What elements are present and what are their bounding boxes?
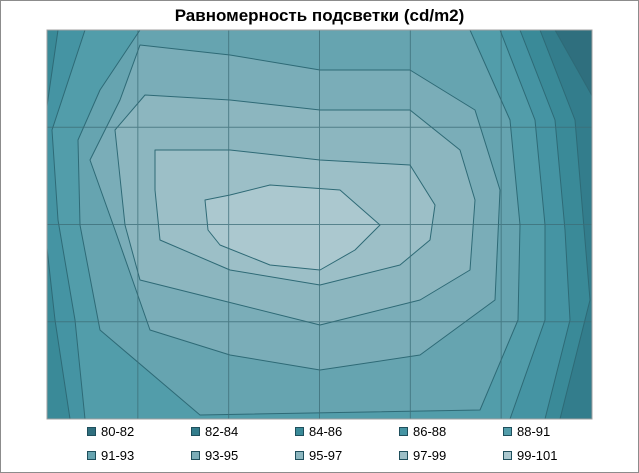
legend-item-84-86: 84-86 bbox=[295, 424, 342, 439]
legend-label: 84-86 bbox=[309, 424, 343, 439]
legend-swatch bbox=[87, 427, 96, 436]
legend-label: 97-99 bbox=[413, 448, 447, 463]
contour-band-99-101 bbox=[204, 184, 381, 271]
legend-swatch bbox=[191, 451, 200, 460]
legend-item-86-88: 86-88 bbox=[399, 424, 446, 439]
plot-area-border bbox=[46, 29, 593, 420]
legend-item-88-91: 88-91 bbox=[503, 424, 550, 439]
plot-grid bbox=[47, 30, 592, 419]
legend-label: 91-93 bbox=[101, 448, 135, 463]
legend-label: 82-84 bbox=[205, 424, 239, 439]
legend-swatch bbox=[87, 451, 96, 460]
legend-item-91-93: 91-93 bbox=[87, 448, 134, 463]
legend-item-97-99: 97-99 bbox=[399, 448, 446, 463]
legend-swatch bbox=[503, 451, 512, 460]
legend-swatch bbox=[295, 451, 304, 460]
legend-label: 80-82 bbox=[101, 424, 135, 439]
legend-item-82-84: 82-84 bbox=[191, 424, 238, 439]
chart-title: Равномерность подсветки (cd/m2) bbox=[174, 6, 465, 25]
legend-item-93-95: 93-95 bbox=[191, 448, 238, 463]
legend-swatch bbox=[399, 451, 408, 460]
legend-swatch bbox=[295, 427, 304, 436]
legend-swatch bbox=[503, 427, 512, 436]
legend-label: 93-95 bbox=[205, 448, 239, 463]
legend-label: 88-91 bbox=[517, 424, 551, 439]
legend-swatch bbox=[399, 427, 408, 436]
legend-swatch bbox=[191, 427, 200, 436]
legend-item-80-82: 80-82 bbox=[87, 424, 134, 439]
legend-item-99-101: 99-101 bbox=[503, 448, 557, 463]
legend-label: 99-101 bbox=[517, 448, 558, 463]
legend-label: 95-97 bbox=[309, 448, 343, 463]
legend-label: 86-88 bbox=[413, 424, 447, 439]
legend-item-95-97: 95-97 bbox=[295, 448, 342, 463]
